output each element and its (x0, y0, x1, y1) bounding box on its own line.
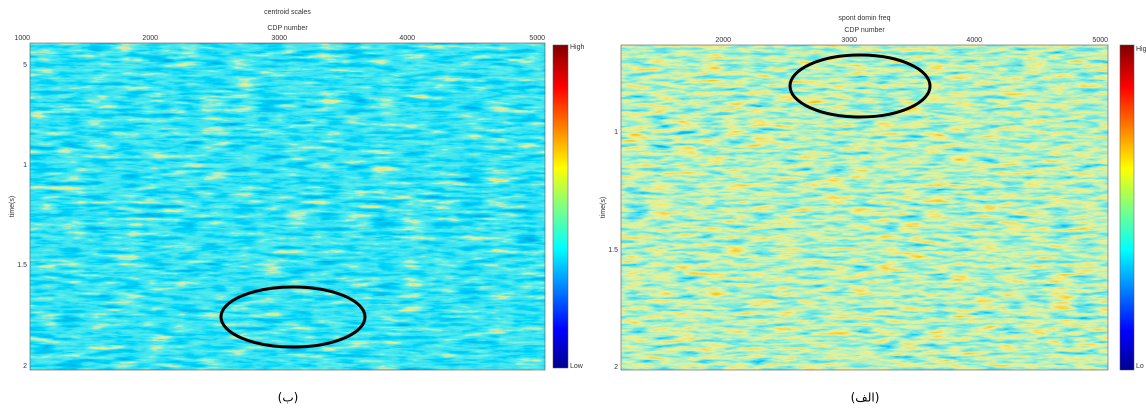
panel-title: spont domin freq (838, 15, 890, 22)
panel-title: centroid scales (264, 9, 311, 16)
y-tick-label: 1 (614, 129, 618, 136)
x-axis-label: CDP number (267, 25, 308, 32)
y-tick-label: 1.5 (17, 262, 27, 269)
colorbar-low: Lo (1136, 363, 1144, 370)
x-axis-label: CDP number (844, 27, 885, 34)
colorbar (553, 45, 568, 368)
y-tick-label: 1.5 (608, 247, 618, 254)
x-tick-label: 5000 (529, 35, 545, 42)
x-tick-label: 3000 (841, 37, 857, 44)
seismic-image (621, 45, 1108, 370)
colorbar-low: Low (570, 363, 584, 370)
x-tick-label: 2000 (715, 37, 731, 44)
colorbar-high: Hig (1136, 46, 1146, 53)
y-tick-label: 5 (23, 62, 27, 69)
page: centroid scales CDP number 1000 2000 3000 400… (0, 0, 1146, 411)
caption: (ب) (278, 391, 299, 405)
figure: centroid scales CDP number 1000 2000 3000 400… (0, 0, 1146, 411)
y-tick-label: 2 (23, 363, 27, 370)
caption: (الف) (851, 391, 880, 405)
x-tick-label: 4000 (966, 37, 982, 44)
colorbar (1120, 45, 1134, 370)
x-tick-label: 2000 (142, 35, 158, 42)
colorbar-high: High (570, 44, 585, 51)
x-tick-label: 5000 (1092, 37, 1108, 44)
x-tick-label: 4000 (399, 35, 415, 42)
y-tick-label: 2 (614, 364, 618, 371)
x-tick-label: 1000 (14, 35, 30, 42)
x-tick-label: 3000 (271, 35, 287, 42)
y-axis-label: time(s) (600, 197, 607, 218)
y-tick-label: 1 (23, 162, 27, 169)
seismic-image (30, 43, 545, 370)
y-axis-label: time(s) (9, 196, 16, 217)
